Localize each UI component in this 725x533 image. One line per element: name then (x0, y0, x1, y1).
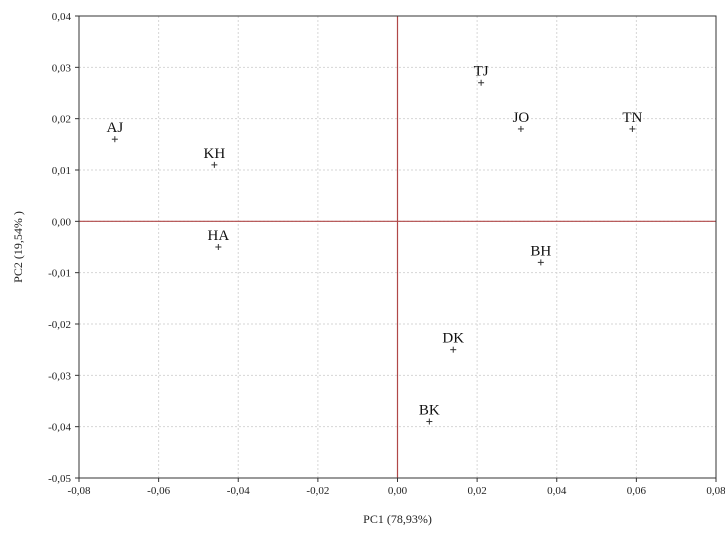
y-tick-label: -0,02 (48, 319, 71, 331)
data-point: DK (442, 331, 464, 353)
y-tick-label: -0,05 (48, 473, 71, 485)
point-label: JO (513, 110, 530, 126)
y-tick-label: 0,03 (52, 62, 72, 74)
x-tick-label: 0,00 (388, 485, 408, 497)
x-tick-label: 0,04 (547, 485, 567, 497)
point-label: TJ (474, 64, 489, 80)
data-point: JO (513, 110, 530, 132)
y-tick-label: -0,03 (48, 370, 71, 382)
x-tick-label: -0,02 (306, 485, 329, 497)
point-label: AJ (106, 120, 123, 136)
x-tick-label: -0,06 (147, 485, 170, 497)
y-tick-label: -0,01 (48, 268, 71, 280)
data-point: KH (204, 146, 226, 168)
data-point: TN (622, 110, 643, 132)
point-label: BK (419, 403, 440, 419)
x-tick-label: 0,06 (627, 485, 647, 497)
x-tick-label: 0,02 (468, 485, 487, 497)
y-tick-label: -0,04 (48, 422, 71, 434)
point-label: KH (204, 146, 226, 162)
x-tick-label: -0,04 (227, 485, 250, 497)
y-axis-title: PC2 (19,54% ) (11, 211, 25, 283)
point-label: TN (622, 110, 642, 126)
y-tick-label: 0,02 (52, 114, 71, 126)
y-tick-label: 0,00 (52, 216, 72, 228)
point-label: BH (530, 243, 551, 259)
x-tick-label: 0,08 (706, 485, 725, 497)
zero-reference-lines (79, 16, 716, 478)
point-label: HA (208, 228, 230, 244)
data-point: AJ (106, 120, 123, 143)
y-tick-label: 0,04 (52, 11, 72, 23)
data-point: BK (419, 403, 440, 425)
x-axis-title: PC1 (78,93%) (363, 512, 432, 526)
x-tick-label: -0,08 (68, 485, 91, 497)
y-axis-ticks: 0,04 0,03 0,02 0,01 0,00 -0,01 -0,02 -0,03 -0,04… (48, 11, 79, 485)
x-axis-ticks: -0,08 -0,06 -0,04 -0,02 0,00 0,02 0,04 0,06 0,08 (68, 478, 725, 497)
data-point: TJ (474, 64, 489, 86)
data-points: AJ KH HA TJ JO TN BH DK BK (106, 64, 643, 425)
data-point: HA (208, 228, 230, 250)
point-label: DK (442, 331, 464, 347)
data-point: BH (530, 243, 551, 266)
y-tick-label: 0,01 (52, 165, 71, 177)
